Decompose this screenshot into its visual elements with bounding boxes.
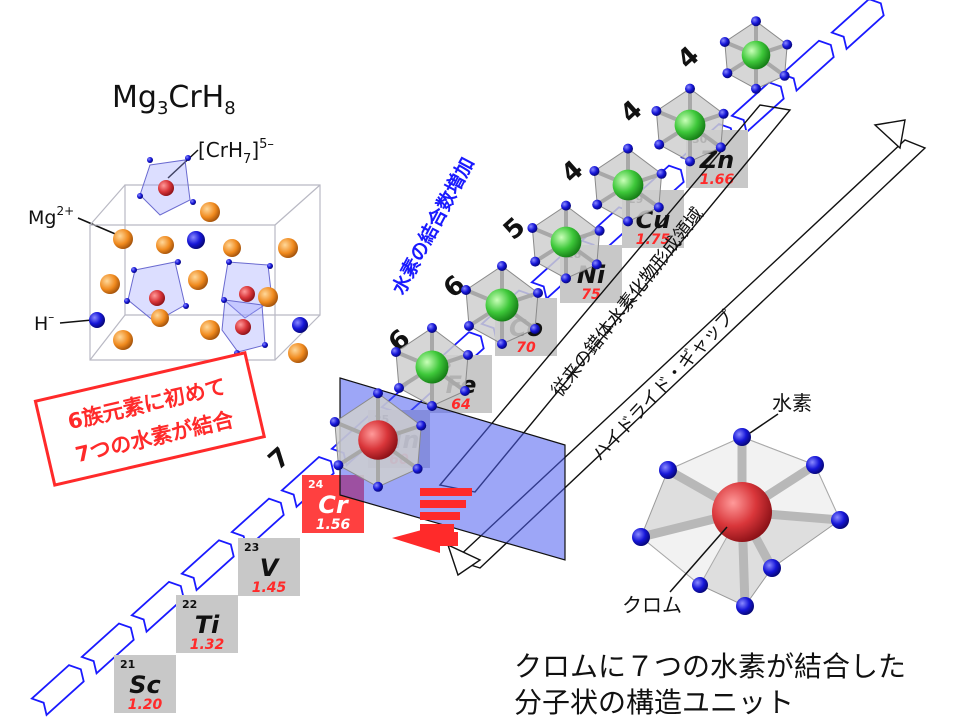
- unit-cell-box: [89, 184, 321, 361]
- element-symbol: V: [260, 554, 281, 582]
- coordination-number: 4: [556, 155, 590, 189]
- chevron-arrow: [830, 0, 885, 51]
- coordination-number: 4: [672, 41, 706, 75]
- coordination-number: 7: [263, 442, 297, 476]
- element-value: 1.32: [190, 637, 225, 653]
- caption-line1: クロムに７つの水素が結合した: [514, 650, 906, 683]
- molecule-complex: [461, 261, 543, 349]
- callout-box: 6族元素に初めて 7つの水素が結合: [33, 351, 267, 487]
- chevron-arrow: [230, 497, 285, 551]
- element-value: 75: [581, 287, 601, 303]
- chevron-arrow: [80, 622, 135, 675]
- tile-background: [114, 655, 176, 713]
- atomic-number: 21: [120, 658, 135, 671]
- complex-ion-label: [CrH7]5–: [198, 137, 274, 167]
- mg-ion-label: Mg2+: [28, 204, 74, 229]
- chevron-arrow: [30, 664, 85, 717]
- element-value: 1.75: [636, 232, 671, 248]
- atomic-number: 24: [308, 478, 324, 491]
- element-symbol: Ti: [195, 611, 220, 639]
- tile-background: [176, 595, 238, 653]
- molecule-complex: [719, 16, 793, 94]
- element-value: 1.45: [252, 580, 287, 596]
- atomic-number: 22: [182, 598, 197, 611]
- molecule-complex: [527, 200, 605, 284]
- h-ion-pointer: [59, 319, 93, 324]
- atomic-number: 23: [244, 541, 259, 554]
- orange-mg-atoms: [100, 202, 308, 363]
- tile-background: [238, 538, 300, 596]
- element-value: 70: [516, 340, 536, 356]
- hydrogen-atoms: [632, 428, 849, 615]
- chevron-arrow: [780, 39, 835, 93]
- h-ion-label: H–: [34, 310, 54, 335]
- hydrogen-label: 水素: [772, 391, 812, 415]
- mg-ion-pointer: [77, 217, 121, 237]
- molecule-row: [329, 16, 793, 492]
- crh7-structure: 水素 クロム: [622, 391, 849, 617]
- coordination-number: 5: [498, 212, 532, 246]
- element-value: 1.66: [700, 172, 735, 188]
- chevron-arrow: [180, 539, 235, 592]
- molecule-complex: [391, 323, 473, 411]
- crystal-structure: Mg3CrH8 [CrH7]5– Mg2+ H–: [28, 80, 321, 487]
- caption-line2: 分子状の構造ユニット: [514, 686, 794, 719]
- crh7-polyhedra: [127, 159, 273, 353]
- element-value: 1.20: [128, 697, 163, 713]
- red-cr-atoms: [149, 180, 255, 335]
- element-value: 64: [451, 397, 470, 413]
- element-value: 1.56: [316, 517, 351, 533]
- coordination-number: 4: [615, 95, 649, 129]
- chromium-label: クロム: [622, 593, 682, 617]
- compound-formula: Mg3CrH8: [112, 80, 236, 119]
- complex-ion-pointer: [167, 149, 199, 179]
- element-tiles: 21Sc1.2022Ti1.3223V1.4524Cr1.5625Mn6026F…: [114, 130, 748, 713]
- molecule-complex: [589, 143, 667, 227]
- element-symbol: Sc: [129, 671, 161, 699]
- coordination-increase-label: 水素の結合数増加: [387, 153, 479, 298]
- molecule-crh7: [329, 388, 427, 492]
- cr-red-arrow: [392, 488, 472, 553]
- molecule-complex: [651, 83, 729, 167]
